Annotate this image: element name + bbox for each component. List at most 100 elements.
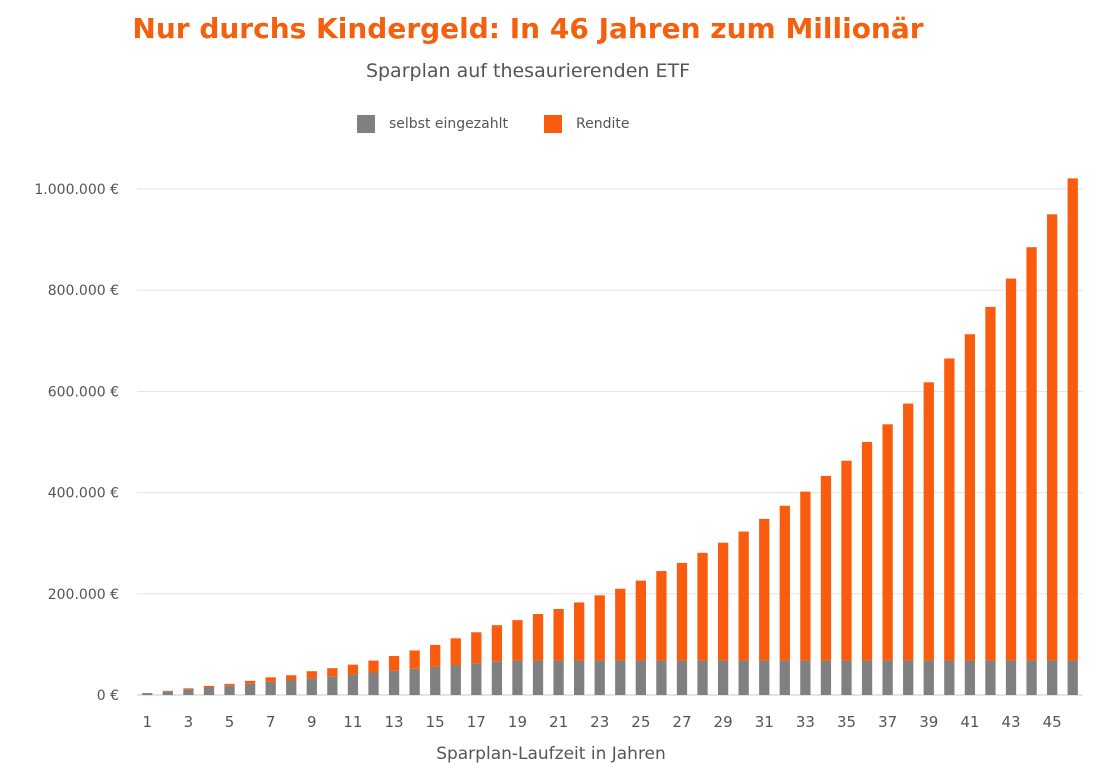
bar-rendite <box>923 382 934 661</box>
bar-rendite <box>203 685 215 688</box>
bar-selbst-eingezahlt <box>1067 660 1078 695</box>
x-tick-label: 31 <box>755 713 774 731</box>
bar-rendite <box>656 571 667 661</box>
x-tick-label: 39 <box>919 713 938 731</box>
bar-selbst-eingezahlt <box>1005 660 1017 695</box>
bar-selbst-eingezahlt <box>265 681 276 695</box>
y-tick-label: 800.000 € <box>48 283 119 299</box>
x-tick-label: 23 <box>590 713 609 731</box>
y-tick-label: 600.000 € <box>48 384 119 400</box>
bar-rendite <box>265 677 276 682</box>
bar-selbst-eingezahlt <box>964 660 976 695</box>
x-tick-label: 15 <box>426 713 445 731</box>
bar-selbst-eingezahlt <box>944 660 955 695</box>
bar-selbst-eingezahlt <box>903 660 914 695</box>
y-tick-label: 400.000 € <box>48 486 119 502</box>
bar-selbst-eingezahlt <box>306 678 317 695</box>
x-tick-label: 35 <box>837 713 856 731</box>
x-tick-label: 45 <box>1043 713 1062 731</box>
bar-selbst-eingezahlt <box>532 660 544 695</box>
bar-selbst-eingezahlt <box>861 660 873 695</box>
x-tick-label: 19 <box>508 713 527 731</box>
bar-selbst-eingezahlt <box>820 660 832 695</box>
bar-selbst-eingezahlt <box>800 660 811 695</box>
bar-rendite <box>471 632 482 664</box>
bar-rendite <box>944 358 955 661</box>
legend: selbst eingezahlt Rendite <box>357 115 665 133</box>
x-tick-label: 25 <box>631 713 650 731</box>
bar-rendite <box>306 671 317 679</box>
bar-rendite <box>1005 278 1017 661</box>
bar-selbst-eingezahlt <box>759 660 770 695</box>
bar-selbst-eingezahlt <box>635 660 646 695</box>
bar-rendite <box>697 552 708 661</box>
bar-rendite <box>327 668 338 677</box>
bar-rendite <box>717 542 729 661</box>
y-tick-label: 0 € <box>97 688 119 704</box>
bar-rendite <box>738 531 749 661</box>
bar-rendite <box>594 595 605 661</box>
legend-item-selbst-eingezahlt: selbst eingezahlt <box>357 115 508 133</box>
bar-selbst-eingezahlt <box>162 691 173 695</box>
bar-rendite <box>286 675 297 681</box>
bar-selbst-eingezahlt <box>656 660 667 695</box>
bar-selbst-eingezahlt <box>512 660 523 695</box>
bar-rendite <box>224 683 235 686</box>
bar-selbst-eingezahlt <box>574 660 585 695</box>
bar-rendite <box>820 475 832 661</box>
bar-rendite <box>368 660 379 673</box>
bar-selbst-eingezahlt <box>347 674 359 695</box>
bar-rendite <box>347 664 359 675</box>
bar-selbst-eingezahlt <box>409 668 420 695</box>
bar-selbst-eingezahlt <box>841 660 852 695</box>
bar-selbst-eingezahlt <box>286 680 297 695</box>
x-tick-label: 27 <box>672 713 691 731</box>
legend-item-rendite: Rendite <box>543 115 630 133</box>
bar-rendite <box>903 403 914 661</box>
x-tick-label: 33 <box>796 713 815 731</box>
bar-selbst-eingezahlt <box>244 683 256 695</box>
bar-rendite <box>964 334 976 661</box>
bar-selbst-eingezahlt <box>1047 660 1058 695</box>
bar-rendite <box>759 518 770 661</box>
bar-rendite <box>409 650 420 669</box>
bar-selbst-eingezahlt <box>615 660 626 695</box>
x-tick-label: 9 <box>307 713 317 731</box>
bar-rendite <box>244 680 256 684</box>
bar-rendite <box>861 442 873 661</box>
bar-rendite <box>553 608 564 661</box>
bar-selbst-eingezahlt <box>923 660 934 695</box>
x-axis-title: Sparplan-Laufzeit in Jahren <box>436 744 666 764</box>
bar-selbst-eingezahlt <box>450 665 461 695</box>
x-tick-label: 13 <box>385 713 404 731</box>
bar-rendite <box>615 588 626 661</box>
bar-rendite <box>841 460 852 661</box>
x-tick-label: 41 <box>960 713 979 731</box>
bar-selbst-eingezahlt <box>738 660 749 695</box>
bar-rendite <box>635 580 646 661</box>
y-tick-label: 200.000 € <box>48 587 119 603</box>
bar-selbst-eingezahlt <box>471 663 482 695</box>
bar-rendite <box>985 306 996 661</box>
bar-rendite <box>450 638 461 666</box>
bar-rendite <box>1047 214 1058 661</box>
x-tick-label: 37 <box>878 713 897 731</box>
bar-rendite <box>800 491 811 661</box>
bar-rendite <box>430 644 441 667</box>
bar-selbst-eingezahlt <box>594 660 605 695</box>
bar-selbst-eingezahlt <box>368 672 379 695</box>
bar-rendite <box>532 614 544 661</box>
bar-rendite <box>388 656 400 671</box>
bar-rendite <box>1026 247 1037 661</box>
bar-selbst-eingezahlt <box>430 666 441 695</box>
bar-rendite <box>183 688 194 690</box>
bar-selbst-eingezahlt <box>985 660 996 695</box>
legend-label-selbst-eingezahlt: selbst eingezahlt <box>389 116 508 132</box>
legend-swatch-rendite <box>543 115 562 133</box>
bar-selbst-eingezahlt <box>224 685 235 695</box>
bar-rendite <box>676 562 688 661</box>
bar-selbst-eingezahlt <box>882 660 893 695</box>
legend-label-rendite: Rendite <box>575 116 630 132</box>
y-tick-label: 1.000.000 € <box>34 182 119 198</box>
